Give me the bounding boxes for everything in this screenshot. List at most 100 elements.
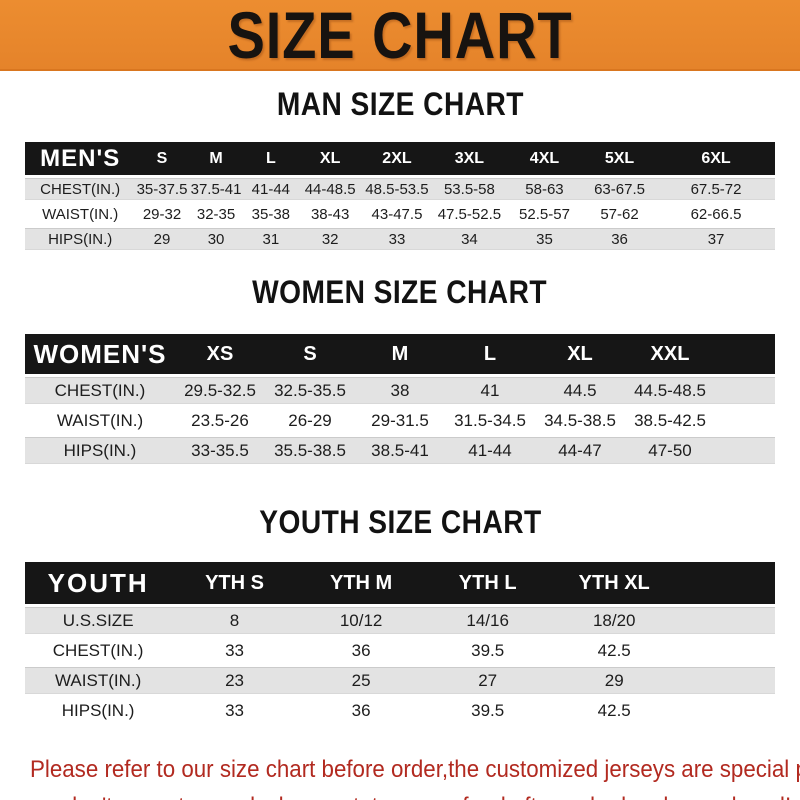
row-label: HIPS(IN.) xyxy=(25,437,175,467)
youth-section-heading: YOUTH SIZE CHART xyxy=(258,504,542,540)
column-header: YTH L xyxy=(424,562,551,607)
table-cell: 25 xyxy=(297,667,425,697)
spacer-cell xyxy=(677,667,775,697)
men-section: MAN SIZE CHART MEN'S S M L XL 2XL 3XL 4XL 5XL 6XL… xyxy=(0,87,800,253)
spacer-cell xyxy=(715,334,775,377)
table-cell: 18/20 xyxy=(550,607,678,637)
table-cell: 14/16 xyxy=(424,607,551,637)
table-row: WAIST(IN.) 23 25 27 29 xyxy=(25,667,775,697)
table-cell: 33-35.5 xyxy=(175,437,265,467)
column-header: XL xyxy=(535,334,625,377)
table-cell: 32.5-35.5 xyxy=(265,377,355,407)
table-title: MEN'S xyxy=(25,142,136,178)
table-cell: 37 xyxy=(657,228,775,253)
table-row: CHEST(IN.) 33 36 39.5 42.5 xyxy=(25,637,775,667)
table-cell: 42.5 xyxy=(550,637,678,667)
table-cell: 34 xyxy=(431,228,507,253)
table-cell: 62-66.5 xyxy=(657,203,775,228)
column-header: YTH XL xyxy=(550,562,678,607)
column-header: YTH S xyxy=(171,562,298,607)
table-cell: 42.5 xyxy=(550,697,678,727)
table-cell: 47.5-52.5 xyxy=(431,203,507,228)
size-chart-banner: SIZE CHART xyxy=(0,0,800,71)
men-size-table: MEN'S S M L XL 2XL 3XL 4XL 5XL 6XL CHEST(IN.) 35-3… xyxy=(25,142,775,253)
column-header: 2XL xyxy=(362,142,432,178)
table-cell: 31 xyxy=(243,228,299,253)
table-cell: 38.5-42.5 xyxy=(625,407,715,437)
table-cell: 35.5-38.5 xyxy=(265,437,355,467)
table-cell: 29 xyxy=(550,667,678,697)
row-label: CHEST(IN.) xyxy=(25,178,136,203)
table-cell: 33 xyxy=(171,637,298,667)
table-cell: 34.5-38.5 xyxy=(535,407,625,437)
table-cell: 29.5-32.5 xyxy=(175,377,265,407)
spacer-cell xyxy=(677,697,775,727)
table-cell: 38.5-41 xyxy=(355,437,445,467)
table-cell: 63-67.5 xyxy=(582,178,658,203)
column-header: 3XL xyxy=(431,142,507,178)
women-section: WOMEN SIZE CHART WOMEN'S XS S M L XL XXL CHEST… xyxy=(0,275,800,467)
footer-note: Please refer to our size chart before or… xyxy=(0,751,800,800)
page-title: SIZE CHART xyxy=(227,0,573,72)
footer-line-1: Please refer to our size chart before or… xyxy=(30,756,800,783)
youth-table-header-row: YOUTH YTH S YTH M YTH L YTH XL xyxy=(25,562,775,607)
column-header: 6XL xyxy=(657,142,775,178)
table-cell: 31.5-34.5 xyxy=(445,407,535,437)
table-cell: 33 xyxy=(171,697,298,727)
column-header: YTH M xyxy=(297,562,425,607)
column-header: S xyxy=(135,142,189,178)
spacer-cell xyxy=(715,377,775,407)
table-cell: 35-38 xyxy=(243,203,299,228)
table-cell: 38-43 xyxy=(298,203,363,228)
column-header: 5XL xyxy=(582,142,658,178)
column-header: L xyxy=(445,334,535,377)
table-cell: 41-44 xyxy=(445,437,535,467)
women-table-header-row: WOMEN'S XS S M L XL XXL xyxy=(25,334,775,377)
row-label: WAIST(IN.) xyxy=(25,667,172,697)
table-cell: 41-44 xyxy=(243,178,299,203)
row-label: U.S.SIZE xyxy=(25,607,172,637)
table-cell: 39.5 xyxy=(424,637,551,667)
spacer-cell xyxy=(677,637,775,667)
table-cell: 37.5-41 xyxy=(188,178,244,203)
table-cell: 26-29 xyxy=(265,407,355,437)
table-cell: 29 xyxy=(135,228,189,253)
table-cell: 38 xyxy=(355,377,445,407)
table-cell: 44.5-48.5 xyxy=(625,377,715,407)
table-cell: 35 xyxy=(506,228,582,253)
table-row: WAIST(IN.) 23.5-26 26-29 29-31.5 31.5-34.5 34… xyxy=(25,407,775,437)
table-cell: 29-32 xyxy=(135,203,189,228)
table-cell: 36 xyxy=(582,228,658,253)
table-cell: 58-63 xyxy=(506,178,582,203)
table-cell: 32 xyxy=(298,228,363,253)
column-header: S xyxy=(265,334,355,377)
youth-size-table: YOUTH YTH S YTH M YTH L YTH XL U.S.SIZE 8 10/1… xyxy=(25,562,775,727)
spacer-cell xyxy=(677,607,775,637)
men-table-header-row: MEN'S S M L XL 2XL 3XL 4XL 5XL 6XL xyxy=(25,142,775,178)
table-cell: 43-47.5 xyxy=(362,203,432,228)
column-header: XL xyxy=(298,142,363,178)
table-cell: 48.5-53.5 xyxy=(362,178,432,203)
table-cell: 27 xyxy=(424,667,551,697)
row-label: CHEST(IN.) xyxy=(25,377,175,407)
youth-section: YOUTH SIZE CHART YOUTH YTH S YTH M YTH L YTH… xyxy=(0,505,800,727)
table-cell: 8 xyxy=(171,607,298,637)
table-cell: 41 xyxy=(445,377,535,407)
spacer-cell xyxy=(715,437,775,467)
table-row: HIPS(IN.) 29 30 31 32 33 34 35 36 37 xyxy=(25,228,775,253)
column-header: XS xyxy=(175,334,265,377)
table-cell: 33 xyxy=(362,228,432,253)
table-row: CHEST(IN.) 35-37.5 37.5-41 41-44 44-48.5 48.5… xyxy=(25,178,775,203)
table-cell: 44.5 xyxy=(535,377,625,407)
table-cell: 36 xyxy=(297,697,425,727)
spacer-cell xyxy=(715,407,775,437)
row-label: WAIST(IN.) xyxy=(25,407,175,437)
table-cell: 44-48.5 xyxy=(298,178,363,203)
table-cell: 57-62 xyxy=(582,203,658,228)
column-header: XXL xyxy=(625,334,715,377)
table-cell: 53.5-58 xyxy=(431,178,507,203)
table-row: U.S.SIZE 8 10/12 14/16 18/20 xyxy=(25,607,775,637)
table-cell: 32-35 xyxy=(188,203,244,228)
column-header: 4XL xyxy=(506,142,582,178)
women-section-heading: WOMEN SIZE CHART xyxy=(252,274,548,310)
